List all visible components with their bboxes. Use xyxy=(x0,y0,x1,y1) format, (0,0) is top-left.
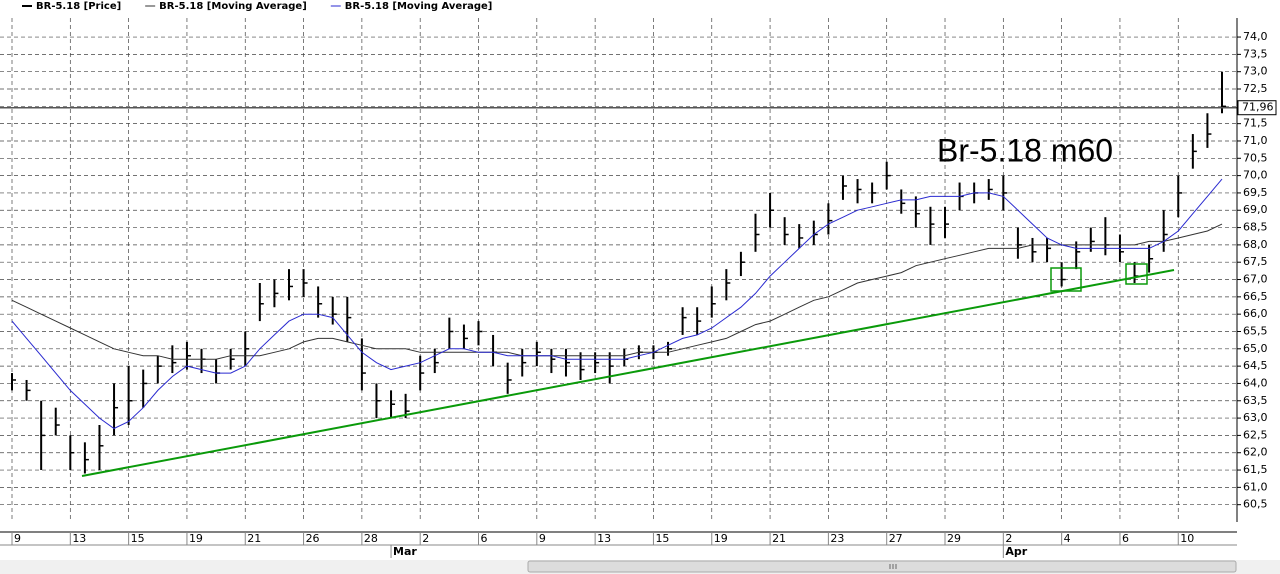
grid xyxy=(0,18,1237,522)
moving-average-line xyxy=(11,223,1223,360)
x-tick-label: 26 xyxy=(306,532,320,545)
x-tick-label: 15 xyxy=(131,532,145,545)
y-tick-label: 67,5 xyxy=(1243,255,1268,268)
x-tick-label: 27 xyxy=(889,532,903,545)
x-tick-label: 23 xyxy=(830,532,844,545)
x-tick-label: 15 xyxy=(655,532,669,545)
y-tick-label: 64,5 xyxy=(1243,359,1268,372)
y-tick-label: 71,0 xyxy=(1243,134,1268,147)
x-tick-label: 2 xyxy=(1005,532,1012,545)
plot xyxy=(0,71,1237,474)
y-tick-label: 71,5 xyxy=(1243,117,1268,130)
y-tick-label: 74,0 xyxy=(1243,30,1268,43)
y-tick-label: 62,5 xyxy=(1243,428,1268,441)
y-tick-label: 66,5 xyxy=(1243,290,1268,303)
x-tick-label: 4 xyxy=(1064,532,1071,545)
y-tick-label: 61,0 xyxy=(1243,480,1268,493)
y-tick-label: 65,0 xyxy=(1243,342,1268,355)
month-label: Mar xyxy=(393,545,417,558)
y-tick-label: 64,0 xyxy=(1243,376,1268,389)
y-tick-label: 68,5 xyxy=(1243,221,1268,234)
y-tick-label: 62,0 xyxy=(1243,446,1268,459)
y-tick-label: 69,0 xyxy=(1243,203,1268,216)
x-tick-label: 9 xyxy=(539,532,546,545)
x-tick-label: 29 xyxy=(947,532,961,545)
x-tick-label: 9 xyxy=(14,532,21,545)
y-tick-label: 73,5 xyxy=(1243,47,1268,60)
x-axis-area xyxy=(0,522,1280,560)
y-tick-label: 60,5 xyxy=(1243,498,1268,511)
x-tick-label: 2 xyxy=(422,532,429,545)
x-tick-label: 13 xyxy=(597,532,611,545)
last-price-label: 71,96 xyxy=(1242,101,1274,114)
axes: 60,5 61,0 61,5 62,0 62,5 63,0 63,5 64,0 64,5 65,0… xyxy=(11,1,1277,558)
x-tick-label: 13 xyxy=(72,532,86,545)
x-tick-label: 19 xyxy=(714,532,728,545)
x-tick-label: 21 xyxy=(247,532,261,545)
x-tick-label: 6 xyxy=(481,532,488,545)
x-tick-label: 10 xyxy=(1180,532,1194,545)
x-tick-label: 19 xyxy=(189,532,203,545)
highlight-box xyxy=(1050,267,1082,292)
moving-average-line xyxy=(11,178,1223,430)
y-tick-label: 73,0 xyxy=(1243,65,1268,78)
x-tick-label: 6 xyxy=(1122,532,1129,545)
y-tick-label: 61,5 xyxy=(1243,463,1268,476)
trendline xyxy=(81,269,1175,477)
scrollbar-thumb[interactable] xyxy=(527,560,1237,573)
scrollbar-grip xyxy=(889,564,897,569)
y-tick-label: 70,0 xyxy=(1243,169,1268,182)
y-tick-label: 63,5 xyxy=(1243,394,1268,407)
x-tick-label: 28 xyxy=(364,532,378,545)
y-tick-label: 70,5 xyxy=(1243,151,1268,164)
last-price-box xyxy=(1237,100,1277,116)
highlight-box xyxy=(1125,263,1148,285)
legend-area xyxy=(0,0,1280,14)
legend-label: BR-5.18 [Price] xyxy=(36,1,121,12)
y-tick-label: 67,0 xyxy=(1243,273,1268,286)
legend-label: BR-5.18 [Moving Average] xyxy=(159,1,307,12)
y-tick-label: 68,0 xyxy=(1243,238,1268,251)
y-tick-label: 72,5 xyxy=(1243,82,1268,95)
x-tick-label: 21 xyxy=(772,532,786,545)
month-label: Apr xyxy=(1005,545,1027,558)
annotation: Br-5.18 m60 xyxy=(937,132,1113,168)
legend-label: BR-5.18 [Moving Average] xyxy=(345,1,493,12)
y-tick-label: 63,0 xyxy=(1243,411,1268,424)
y-tick-label: 65,5 xyxy=(1243,324,1268,337)
y-tick-label: 66,0 xyxy=(1243,307,1268,320)
y-tick-label: 69,5 xyxy=(1243,186,1268,199)
